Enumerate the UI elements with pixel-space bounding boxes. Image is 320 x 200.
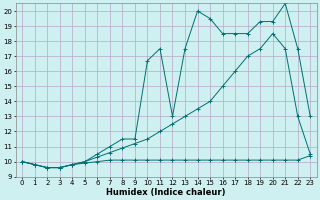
X-axis label: Humidex (Indice chaleur): Humidex (Indice chaleur) xyxy=(107,188,226,197)
